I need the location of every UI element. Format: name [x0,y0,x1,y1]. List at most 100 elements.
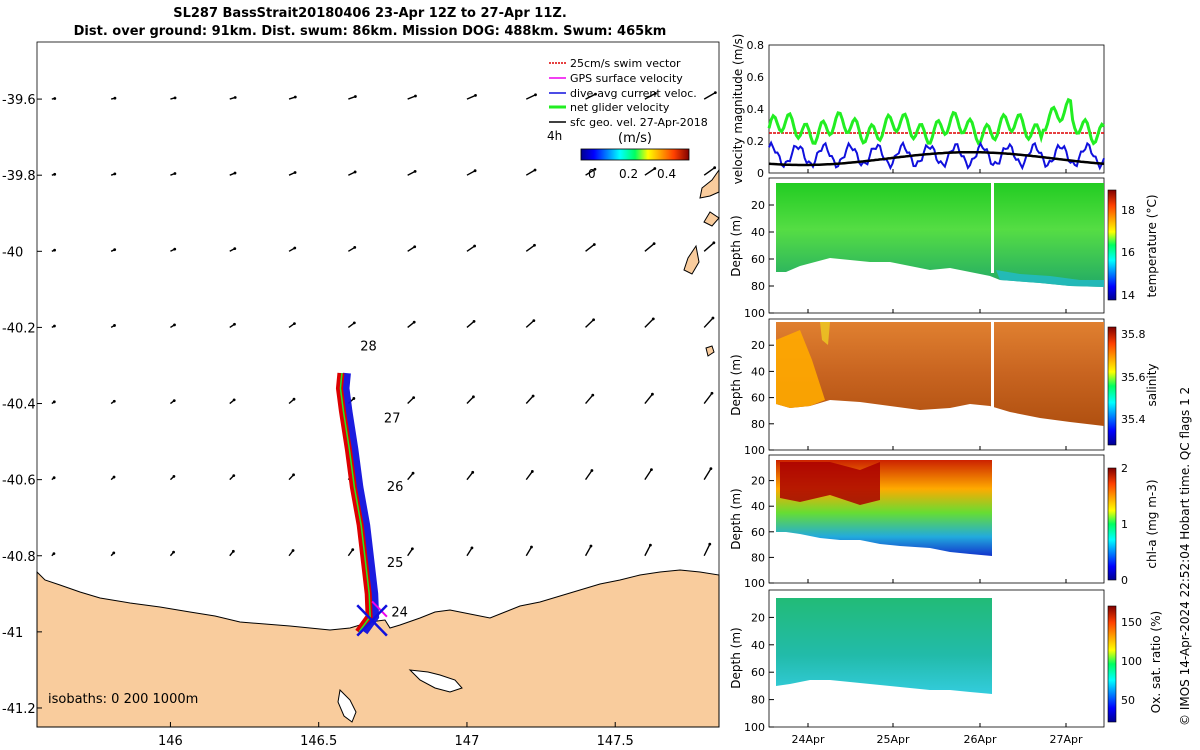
salinity-clabel: salinity [1145,363,1159,406]
glider-track: 28 27 26 25 24 [335,339,408,637]
geo-vector-head [593,167,597,171]
colorbar-tick: 35.4 [1121,413,1146,426]
depth-tick-label: 100 [744,444,765,457]
salinity-fresh-patch [776,330,825,408]
velocity-panel: velocity magnitude (m/s) 0 0.2 0.4 0.6 0… [731,34,1106,185]
geo-vector-head [352,397,356,400]
depth-axis-label: Depth (m) [729,627,743,688]
y-tick-label: -40.6 [2,474,36,489]
legend-current: dive-avg current veloc. [570,87,697,100]
colorbar-tick: 35.6 [1121,371,1146,384]
geo-vector-head [653,167,657,170]
geo-vector [585,319,595,328]
temperature-panel: 14 16 18 temperature (°C) [768,177,1159,314]
chlorophyll-clabel: chl-a (mg m-3) [1145,479,1159,568]
geo-vector [703,468,712,481]
geo-vector [525,244,535,252]
oxygen-panel: 50 100 150 Ox. sat. ratio (%) [768,589,1163,728]
depth-tick-label: 80 [751,418,765,431]
geo-vector [525,395,534,404]
depth-tick-label: 40 [751,500,765,513]
speed-colorbar [580,148,690,161]
legend-geo: sfc geo. vel. 27-Apr-2018 [570,116,708,129]
geo-vector-head [713,91,717,95]
velocity-ylabel: velocity magnitude (m/s) [731,34,745,185]
colorbar-tick: 50 [1121,694,1135,707]
geo-vector-head [594,92,597,96]
geo-vector [525,94,536,100]
geo-vector-head [652,242,656,246]
x-tick-label: 146.5 [300,734,337,749]
geo-speed-line [768,150,1105,167]
current-speed-line [768,140,1105,171]
swim-vectors-band [335,372,373,634]
geo-vector-head [233,322,236,326]
map-axes: -39.6 -39.8 -40 -40.2 -40.4 -40.6 -40.8 -41 -41.… [2,41,720,749]
geo-vector [703,392,713,404]
geo-vector-head [231,549,235,553]
geo-vector-head [712,241,716,245]
geo-vector-head [52,552,56,555]
depth-tick-label: 80 [751,280,765,293]
geo-vector-head [53,248,56,252]
geo-vector [466,547,473,557]
small-islet [705,345,715,357]
salinity-fresh-patch-2 [820,322,830,345]
temperature-clabel: temperature (°C) [1145,195,1159,298]
depth-axis-label: Depth (m) [729,215,743,276]
y-tick-label: 0.4 [747,103,765,116]
y-tick-label: 0 [757,167,764,180]
depth-tick-label: 100 [744,307,765,320]
geo-vector-head [472,395,475,399]
geo-vector-head [412,320,416,324]
time-tick-label: 24Apr [791,733,825,746]
depth-tick-label: 100 [744,577,765,590]
y-tick-label: -39.6 [2,93,36,108]
depth-tick-label: 60 [751,526,765,539]
geo-vector-head [649,543,652,547]
geo-vector-head [53,324,56,328]
geo-vector [644,469,653,481]
geo-vector-head [53,172,57,176]
geo-vector-head [353,246,357,249]
time-tick-label: 26Apr [963,733,997,746]
salinity-section [776,322,1104,426]
geo-vector-head [293,246,297,250]
geo-vector-head [232,474,236,477]
y-tick-label: -40 [2,245,23,260]
geo-vector-head [113,96,117,100]
y-tick-label: -40.2 [2,321,36,336]
geo-vector-head [591,393,595,397]
depth-tick-label: 40 [751,365,765,378]
geo-vector-head [233,96,237,99]
geo-vector-head [172,399,176,402]
colorbar-tick: 1 [1121,518,1128,531]
chlorophyll-panel: 0 1 2 chl-a (mg m-3) [768,454,1159,587]
tasmania-coast [36,569,720,728]
y-tick-label: -39.8 [2,169,36,184]
velocity-series [767,97,1106,171]
chlorophyll-bloom [780,462,880,505]
geo-vector [703,242,715,252]
geo-vector-head [292,473,295,477]
colorbar-time-label: 4h [547,129,562,143]
geo-vector-head [592,318,595,322]
geo-vector-head [590,469,594,472]
y-tick-label: -40.8 [2,550,36,565]
geo-vector-head [412,396,416,400]
geo-vector [703,167,716,176]
time-tick-label: 27Apr [1049,733,1083,746]
geo-vector-head [651,317,655,321]
salinity-colorbar [1107,326,1117,446]
x-tick-label: 147.5 [597,734,634,749]
geo-vector-head [113,324,116,327]
geo-vector-head [651,392,654,396]
geo-vector-head [530,470,534,473]
geo-vector-head [413,169,417,173]
depth-tick-label: 80 [751,551,765,564]
depth-tick-label: 60 [751,392,765,405]
geo-vector [703,92,716,100]
depth-tick-label: 20 [751,611,765,624]
geo-vector [466,396,474,405]
